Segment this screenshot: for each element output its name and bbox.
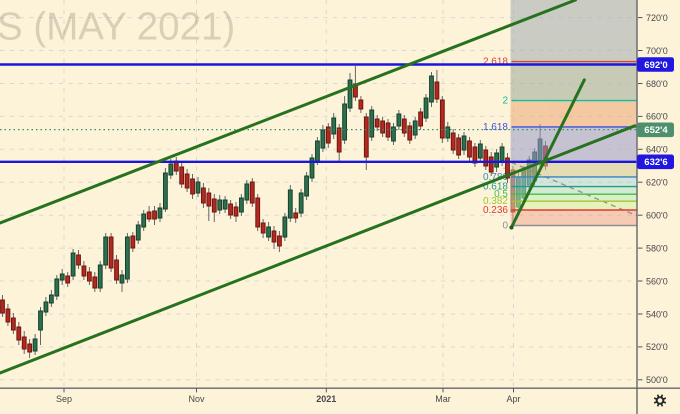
svg-text:Apr: Apr bbox=[506, 394, 520, 404]
svg-text:680'0: 680'0 bbox=[646, 79, 668, 89]
svg-text:1.618: 1.618 bbox=[483, 122, 508, 133]
svg-text:0.618: 0.618 bbox=[483, 182, 508, 193]
svg-text:620'0: 620'0 bbox=[646, 178, 668, 188]
svg-text:660'0: 660'0 bbox=[646, 112, 668, 122]
svg-text:0.5: 0.5 bbox=[494, 189, 508, 200]
svg-text:500'0: 500'0 bbox=[646, 375, 668, 385]
svg-text:Sep: Sep bbox=[56, 394, 72, 404]
svg-text:520'0: 520'0 bbox=[646, 342, 668, 352]
svg-text:700'0: 700'0 bbox=[646, 46, 668, 56]
svg-text:632'6: 632'6 bbox=[644, 157, 667, 168]
svg-text:652'4: 652'4 bbox=[644, 125, 668, 136]
svg-text:S (MAY 2021): S (MAY 2021) bbox=[0, 6, 235, 49]
svg-text:692'0: 692'0 bbox=[644, 60, 667, 71]
svg-text:600'0: 600'0 bbox=[646, 211, 668, 221]
svg-text:Nov: Nov bbox=[188, 394, 205, 404]
svg-text:540'0: 540'0 bbox=[646, 309, 668, 319]
svg-text:2021: 2021 bbox=[316, 394, 336, 404]
svg-text:560'0: 560'0 bbox=[646, 276, 668, 286]
svg-text:0.786: 0.786 bbox=[483, 172, 508, 183]
svg-text:0: 0 bbox=[502, 220, 508, 231]
svg-text:0.382: 0.382 bbox=[483, 196, 508, 207]
svg-text:640'0: 640'0 bbox=[646, 145, 668, 155]
svg-text:Mar: Mar bbox=[435, 394, 451, 404]
svg-text:2.618: 2.618 bbox=[483, 57, 508, 68]
svg-text:0.236: 0.236 bbox=[483, 205, 508, 216]
svg-text:2: 2 bbox=[502, 96, 508, 107]
svg-text:580'0: 580'0 bbox=[646, 243, 668, 253]
svg-text:720'0: 720'0 bbox=[646, 13, 668, 23]
